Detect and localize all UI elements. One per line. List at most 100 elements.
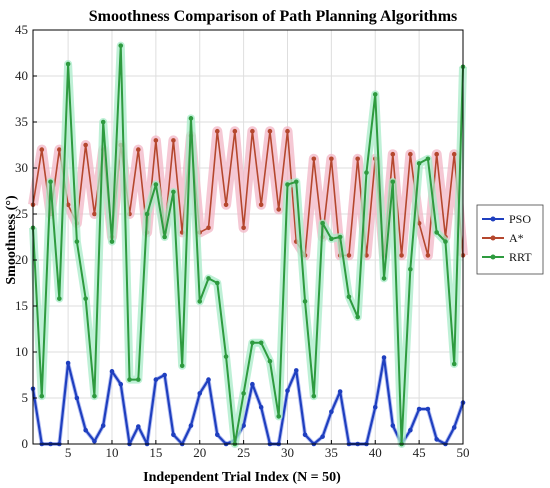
x-tick-label: 10 — [105, 445, 118, 460]
data-point — [153, 182, 159, 187]
data-point — [293, 179, 299, 185]
series-line — [31, 356, 465, 446]
data-point — [100, 119, 106, 125]
legend-label: A* — [509, 231, 524, 245]
data-point — [118, 43, 124, 48]
data-point — [399, 253, 404, 258]
data-point — [329, 156, 334, 162]
data-point — [434, 230, 439, 235]
data-point — [57, 147, 62, 152]
data-point — [267, 128, 273, 134]
data-point — [285, 182, 290, 187]
chart-title: Smoothness Comparison of Path Planning A… — [89, 8, 458, 25]
data-point — [214, 280, 220, 286]
data-point — [381, 276, 387, 281]
data-point — [451, 425, 457, 430]
data-point — [144, 211, 150, 217]
data-point — [416, 406, 422, 412]
data-point — [65, 360, 71, 366]
data-point — [320, 434, 325, 439]
data-point — [241, 391, 246, 396]
x-tick-label: 40 — [369, 445, 382, 460]
data-point — [188, 423, 194, 428]
data-point — [206, 225, 211, 231]
data-point — [434, 437, 439, 442]
data-point — [206, 377, 211, 382]
data-point — [372, 404, 378, 410]
data-point — [109, 239, 115, 244]
data-point — [346, 294, 352, 300]
data-point — [188, 116, 194, 121]
data-point — [241, 225, 246, 231]
data-point — [302, 299, 308, 304]
data-point — [153, 138, 159, 143]
series-RRT — [29, 41, 467, 448]
data-point — [83, 427, 88, 433]
data-point — [408, 266, 413, 272]
data-point — [171, 432, 176, 438]
data-point — [311, 393, 317, 399]
data-point — [329, 236, 334, 242]
legend-label: PSO — [509, 212, 531, 226]
data-point — [293, 368, 299, 373]
x-axis-ticks: 5 10 15 20 25 30 35 40 45 50 — [65, 440, 470, 460]
data-point — [241, 423, 246, 428]
y-tick-label: 5 — [22, 390, 29, 405]
y-tick-label: 0 — [22, 436, 29, 451]
data-point — [118, 381, 124, 387]
legend: PSO A* RRT — [476, 204, 544, 275]
data-point — [408, 427, 413, 433]
y-tick-label: 25 — [15, 206, 28, 221]
data-point — [425, 253, 431, 258]
x-tick-label: 30 — [281, 445, 294, 460]
data-point — [162, 234, 167, 240]
y-tick-label: 30 — [15, 160, 28, 175]
data-point — [329, 409, 334, 415]
data-point — [136, 377, 141, 382]
legend-label: RRT — [509, 250, 532, 264]
data-point — [451, 151, 457, 157]
x-tick-label: 35 — [325, 445, 338, 460]
data-point — [83, 296, 88, 301]
data-point — [39, 147, 45, 152]
x-tick-label: 5 — [65, 445, 72, 460]
data-point — [250, 340, 255, 346]
data-point — [451, 361, 457, 367]
y-tick-label: 10 — [15, 344, 28, 359]
data-point — [416, 161, 422, 166]
data-point — [162, 372, 167, 378]
y-tick-label: 20 — [15, 252, 28, 267]
data-point — [258, 340, 264, 346]
data-point — [372, 92, 378, 97]
data-point — [302, 432, 308, 438]
data-point — [214, 432, 220, 438]
data-point — [179, 363, 185, 369]
data-point — [285, 388, 290, 393]
x-tick-label: 45 — [413, 445, 426, 460]
data-point — [197, 299, 203, 304]
data-point — [258, 404, 264, 410]
legend-marker — [490, 216, 496, 222]
data-point — [39, 393, 45, 399]
data-point — [258, 202, 264, 208]
x-tick-label: 15 — [149, 445, 162, 460]
data-point — [320, 220, 325, 226]
data-point — [425, 156, 431, 162]
data-point — [100, 423, 106, 428]
x-tick-label: 20 — [193, 445, 206, 460]
data-point — [390, 179, 396, 185]
data-point — [136, 424, 141, 429]
data-point — [127, 377, 132, 382]
series-PSO — [30, 355, 466, 447]
data-point — [83, 142, 88, 148]
data-point — [311, 156, 317, 162]
data-point — [355, 156, 360, 162]
data-point — [74, 239, 80, 244]
data-point — [355, 314, 360, 320]
data-point — [48, 179, 53, 185]
legend-marker — [490, 254, 496, 260]
data-point — [408, 151, 413, 157]
data-point — [223, 354, 229, 359]
data-point — [109, 369, 115, 374]
